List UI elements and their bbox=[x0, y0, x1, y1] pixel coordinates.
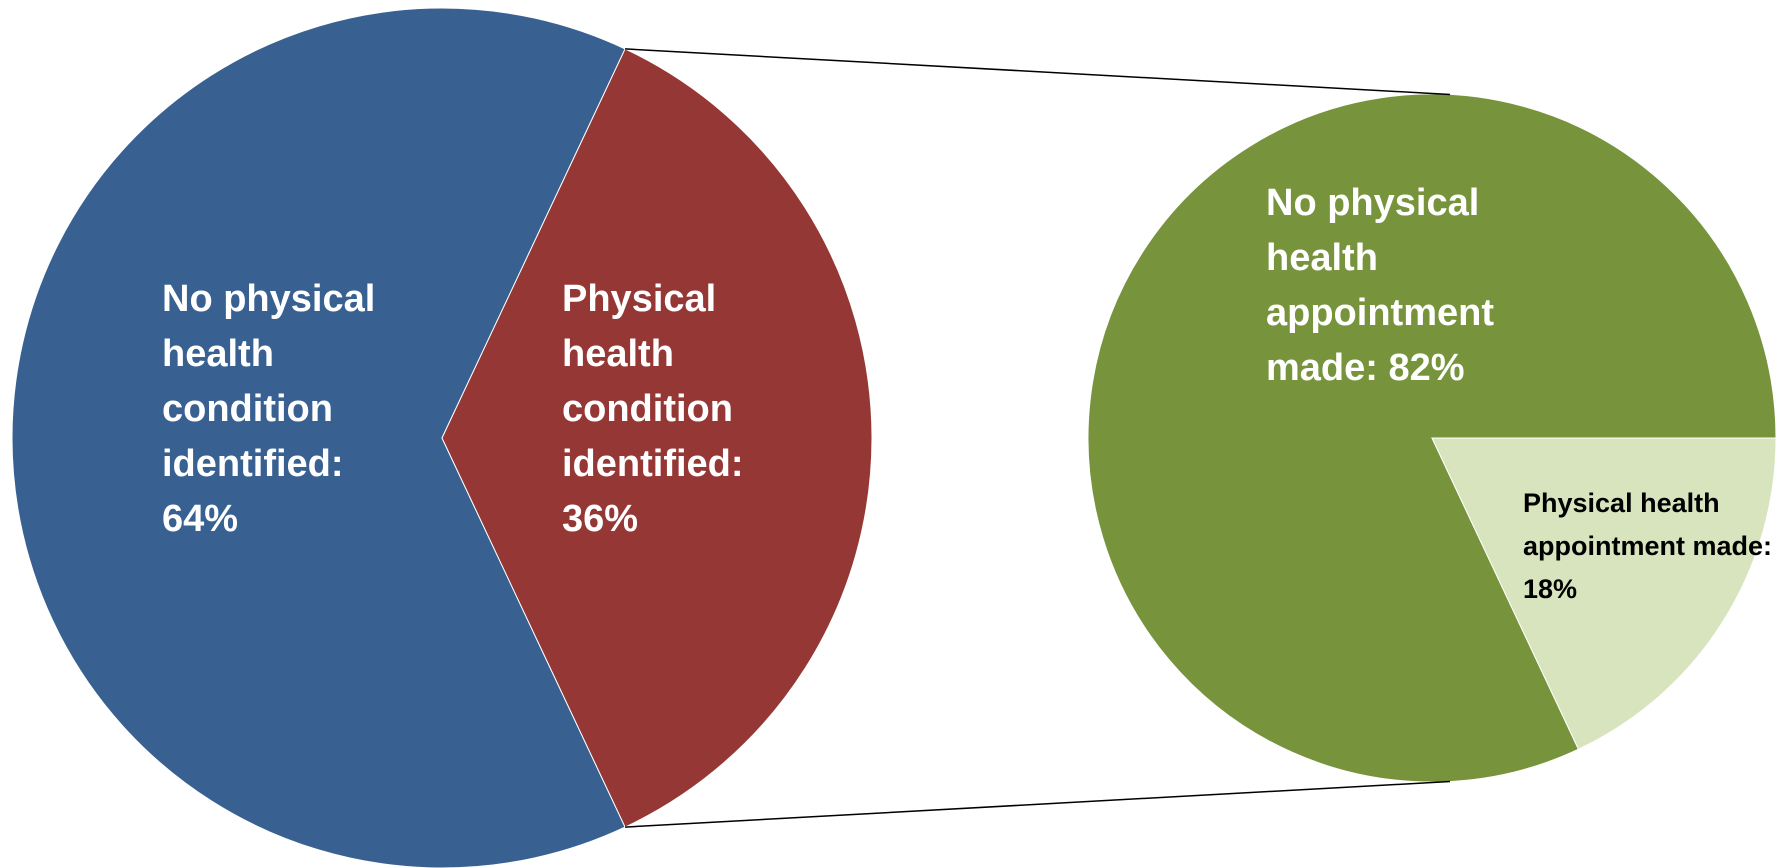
connector-line bbox=[625, 48, 1451, 96]
slice-label: No physical health appointment made: 82% bbox=[1266, 182, 1494, 390]
slice-label: No physical health condition identified:… bbox=[162, 278, 376, 541]
slice-label: Physical health appointment made: 18% bbox=[1523, 488, 1773, 605]
pie-slice bbox=[1431, 437, 1777, 750]
pie-slice bbox=[11, 7, 626, 868]
slice-label: Physical health condition identified: 36… bbox=[562, 278, 744, 541]
connector-line bbox=[625, 780, 1451, 828]
pie-slice bbox=[441, 48, 873, 828]
